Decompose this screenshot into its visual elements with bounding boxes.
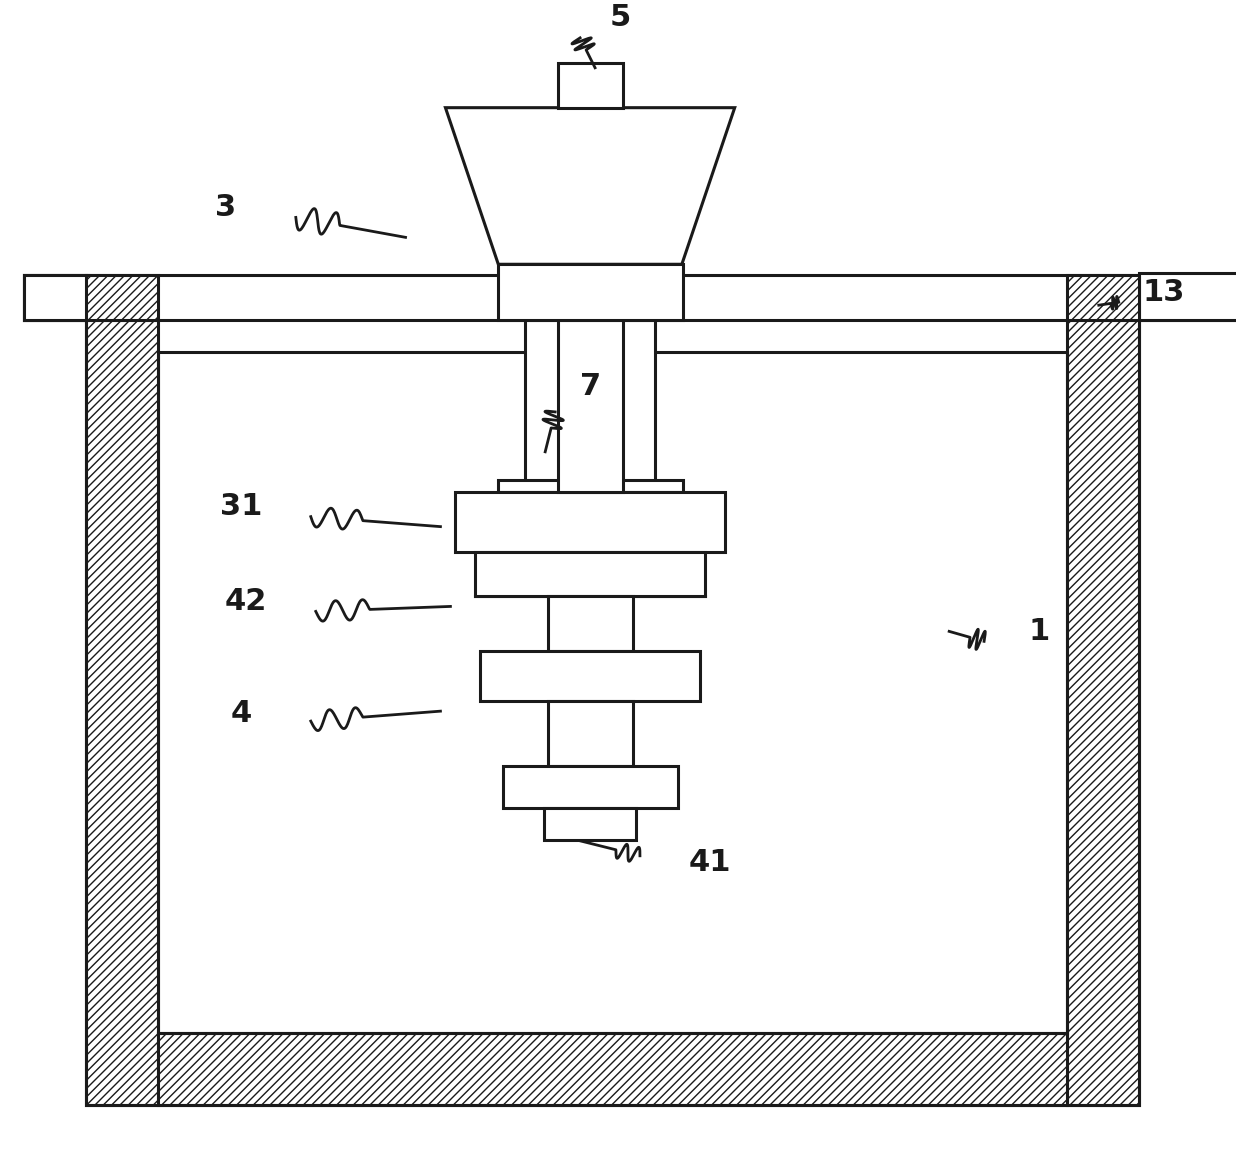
Bar bbox=[1067, 275, 1139, 321]
Bar bbox=[158, 352, 1067, 1033]
Text: 7: 7 bbox=[579, 372, 600, 401]
Bar bbox=[87, 281, 158, 1106]
Bar bbox=[24, 275, 87, 321]
Text: 5: 5 bbox=[609, 4, 630, 33]
Bar bbox=[87, 275, 158, 321]
Polygon shape bbox=[446, 108, 734, 264]
Text: 13: 13 bbox=[1143, 277, 1185, 307]
Bar bbox=[504, 766, 678, 808]
Bar bbox=[558, 321, 623, 491]
Bar bbox=[548, 597, 633, 652]
Text: 31: 31 bbox=[220, 493, 262, 521]
Text: 3: 3 bbox=[215, 193, 236, 222]
Text: 4: 4 bbox=[230, 698, 251, 728]
Bar bbox=[480, 652, 699, 701]
Bar bbox=[456, 491, 724, 551]
Text: 1: 1 bbox=[1029, 617, 1050, 646]
Text: 41: 41 bbox=[688, 848, 730, 878]
Bar bbox=[1139, 274, 1238, 321]
Bar bbox=[475, 551, 704, 597]
Bar bbox=[24, 275, 1139, 321]
Bar bbox=[24, 275, 88, 321]
Bar bbox=[525, 321, 655, 491]
Bar bbox=[499, 480, 683, 491]
Bar bbox=[499, 264, 683, 321]
Bar bbox=[545, 808, 636, 840]
Bar bbox=[1139, 275, 1238, 321]
Bar bbox=[548, 701, 633, 766]
Text: 42: 42 bbox=[225, 587, 267, 615]
Bar bbox=[158, 1033, 1067, 1106]
Bar bbox=[558, 63, 623, 108]
Bar bbox=[1067, 281, 1139, 1106]
